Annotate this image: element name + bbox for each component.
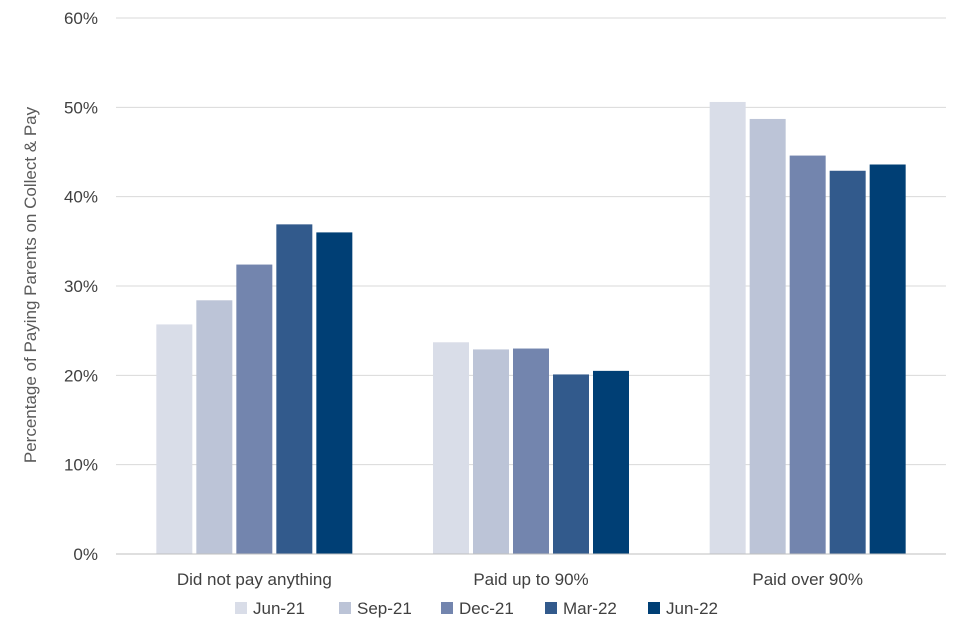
- legend-label: Sep-21: [357, 599, 412, 618]
- x-category-label: Paid over 90%: [752, 570, 863, 589]
- bar: [749, 118, 786, 555]
- legend-label: Jun-21: [253, 599, 305, 618]
- bars: [156, 101, 906, 555]
- legend-label: Jun-22: [666, 599, 718, 618]
- y-tick-label: 50%: [64, 98, 98, 117]
- y-tick-label: 0%: [73, 545, 98, 564]
- bar: [553, 374, 589, 554]
- legend-label: Dec-21: [459, 599, 514, 618]
- y-tick-label: 20%: [64, 366, 98, 385]
- y-tick-label: 40%: [64, 188, 98, 207]
- bar: [276, 224, 313, 555]
- y-axis-title: Percentage of Paying Parents on Collect …: [21, 106, 40, 463]
- bar: [156, 324, 193, 554]
- x-category-label: Paid up to 90%: [473, 570, 588, 589]
- bar: [869, 164, 906, 555]
- legend: Jun-21 Sep-21 Dec-21 Mar-22 Jun-22: [235, 599, 718, 618]
- y-axis-ticks: 0% 10% 20% 30% 40% 50% 60%: [64, 9, 98, 564]
- bar: [829, 170, 866, 554]
- legend-swatch: [235, 602, 247, 614]
- bar: [236, 264, 273, 554]
- y-tick-label: 10%: [64, 456, 98, 475]
- legend-swatch: [339, 602, 351, 614]
- legend-swatch: [545, 602, 557, 614]
- legend-swatch: [648, 602, 660, 614]
- bar: [473, 349, 509, 554]
- bar: [316, 232, 353, 554]
- category-labels: Did not pay anything Paid up to 90% Paid o…: [177, 570, 863, 589]
- bar: [196, 300, 233, 554]
- bar: [513, 348, 549, 554]
- x-category-label: Did not pay anything: [177, 570, 332, 589]
- bar: [789, 155, 826, 554]
- bar: [709, 101, 746, 555]
- bar: [593, 370, 629, 554]
- legend-swatch: [441, 602, 453, 614]
- legend-label: Mar-22: [563, 599, 617, 618]
- y-tick-label: 30%: [64, 277, 98, 296]
- y-tick-label: 60%: [64, 9, 98, 28]
- bar: [433, 342, 469, 554]
